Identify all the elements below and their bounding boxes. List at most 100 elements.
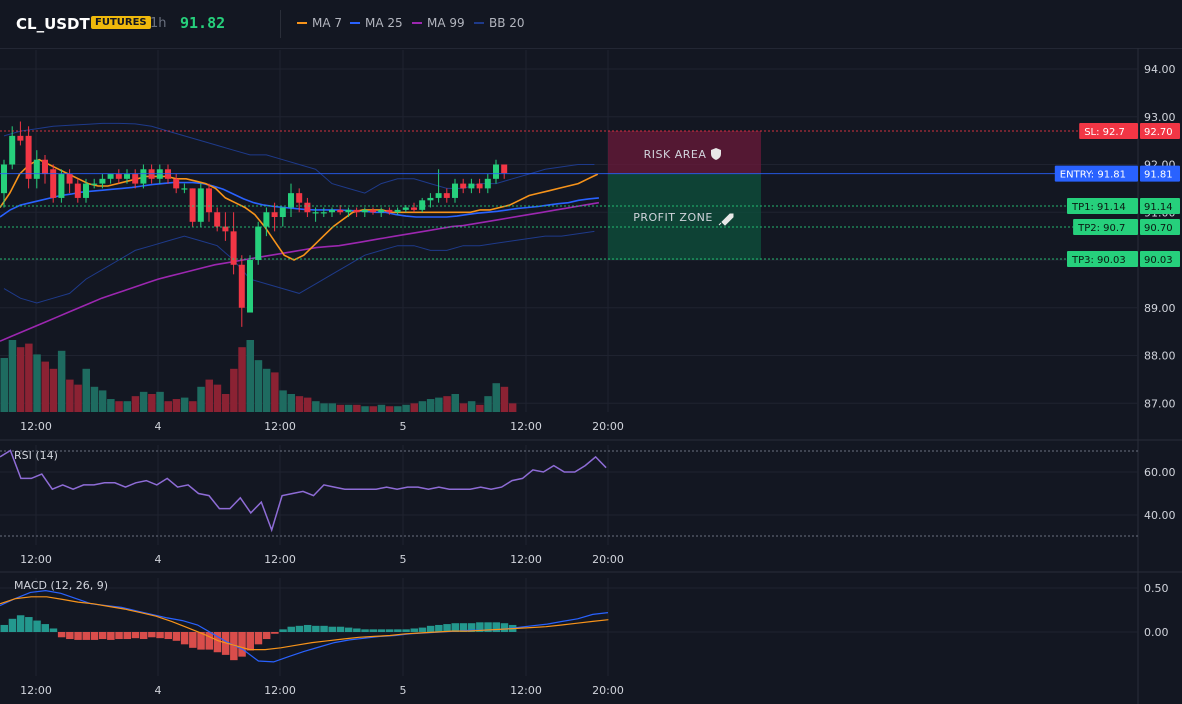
legend-ma25[interactable]: MA 25 [350, 16, 403, 30]
volume-bar [82, 368, 90, 412]
volume-bar [123, 401, 131, 412]
chart-header: CL_USDT FUTURES 1h 91.82 MA 7 MA 25 MA 9… [0, 0, 1182, 49]
legend-ma99[interactable]: MA 99 [412, 16, 465, 30]
volume-bar [353, 404, 361, 412]
volume-bar [303, 397, 312, 412]
level-value-tag [1140, 165, 1180, 182]
macd-histogram-bar [451, 623, 459, 632]
rsi-line [0, 449, 607, 533]
candle-body [181, 188, 188, 190]
candle-body [50, 169, 57, 198]
volume-bar [262, 368, 271, 412]
volume-bar [385, 406, 394, 412]
candle-body [74, 183, 81, 198]
legend-label: MA 99 [427, 16, 465, 30]
legend-ma7[interactable]: MA 7 [297, 16, 342, 30]
volume-bar [295, 396, 304, 412]
volume-bar [131, 396, 140, 412]
volume-bar [410, 403, 418, 412]
candle-body [460, 183, 467, 189]
price-panel[interactable]: 94.0093.0092.0091.0090.0089.0088.0087.00… [0, 63, 1180, 697]
candle-body [9, 135, 16, 165]
candle-body [238, 264, 245, 308]
volume-bar [98, 390, 107, 412]
legend-label: BB 20 [489, 16, 525, 30]
candle-body [189, 188, 196, 222]
volume-bar [57, 350, 66, 412]
macd-histogram-bar [377, 629, 386, 632]
time-axis-tick: 12:00 [20, 420, 52, 433]
candle-body [197, 188, 204, 222]
volume-bar [500, 386, 509, 412]
level-value-tag [1140, 251, 1180, 267]
macd-histogram-bar [459, 623, 468, 632]
candle-body [427, 197, 434, 201]
level-tag [1067, 198, 1138, 214]
volume-bar [254, 360, 263, 412]
macd-histogram-bar [123, 632, 131, 640]
macd-histogram-bar [492, 622, 500, 632]
candle-body [452, 183, 458, 198]
macd-panel[interactable]: 0.50 0.00 MACD (12, 26, 9) [0, 579, 1169, 663]
volume-bar [377, 404, 386, 412]
macd-histogram-bar [353, 628, 361, 632]
timeframe-label[interactable]: 1h [150, 16, 167, 31]
level-tag [1073, 219, 1138, 235]
candle-body [230, 231, 237, 265]
macd-histogram-bar [33, 620, 41, 632]
macd-histogram-bar [402, 629, 410, 632]
volume-bar [0, 358, 8, 412]
rsi-panel[interactable]: 60.00 40.00 RSI (14) [0, 449, 1176, 537]
candle-body [25, 135, 32, 179]
volume-bar [230, 368, 238, 412]
time-axis-tick: 20:00 [592, 553, 624, 566]
macd-histogram-bar [476, 622, 484, 632]
level-value-tag [1140, 123, 1180, 139]
volume-bar [164, 401, 172, 412]
legend-swatch [350, 22, 360, 24]
legend-bb20[interactable]: BB 20 [474, 16, 525, 30]
macd-histogram-bar [197, 632, 205, 650]
macd-histogram-bar [279, 629, 287, 632]
volume-bar [418, 401, 427, 412]
time-axis-tick: 20:00 [592, 684, 624, 697]
volume-bar [492, 383, 500, 412]
macd-histogram-bar [74, 632, 82, 640]
macd-histogram-bar [467, 623, 476, 632]
candle-body [115, 174, 122, 179]
time-axis-tick: 12:00 [20, 553, 52, 566]
macd-histogram-bar [336, 626, 345, 632]
candle-body [329, 209, 335, 213]
macd-histogram-bar [303, 624, 312, 632]
level-value-label: 91.81 [1144, 170, 1173, 181]
candle-body [476, 183, 483, 189]
ma7-line [0, 158, 599, 261]
volume-bar [49, 368, 58, 412]
volume-bar [205, 379, 213, 412]
macd-histogram-bar [49, 628, 58, 632]
symbol-label[interactable]: CL_USDT [16, 15, 90, 33]
macd-histogram-bar [320, 625, 328, 632]
macd-histogram-bar [0, 624, 8, 632]
candle-body [411, 207, 417, 210]
macd-histogram-bar [443, 624, 451, 632]
volume-bar [238, 347, 246, 412]
candle-body [394, 209, 401, 213]
level-tag-label: ENTRY: 91.81 [1060, 170, 1126, 181]
candle-body [66, 174, 73, 184]
level-value-label: 91.14 [1144, 202, 1173, 213]
time-axis-tick: 12:00 [264, 684, 296, 697]
macd-title: MACD (12, 26, 9) [14, 579, 108, 592]
header-divider [280, 10, 281, 38]
volume-bar [90, 386, 99, 412]
volume-bar [197, 386, 205, 412]
level-value-tag [1140, 219, 1180, 235]
macd-histogram-bar [57, 632, 66, 638]
macd-histogram-bar [435, 624, 443, 632]
time-axis-tick: 4 [155, 420, 162, 433]
volume-bar [139, 391, 148, 412]
level-value-label: 92.70 [1144, 127, 1173, 138]
volume-bar [369, 406, 377, 412]
macd-histogram-bar [254, 632, 263, 645]
